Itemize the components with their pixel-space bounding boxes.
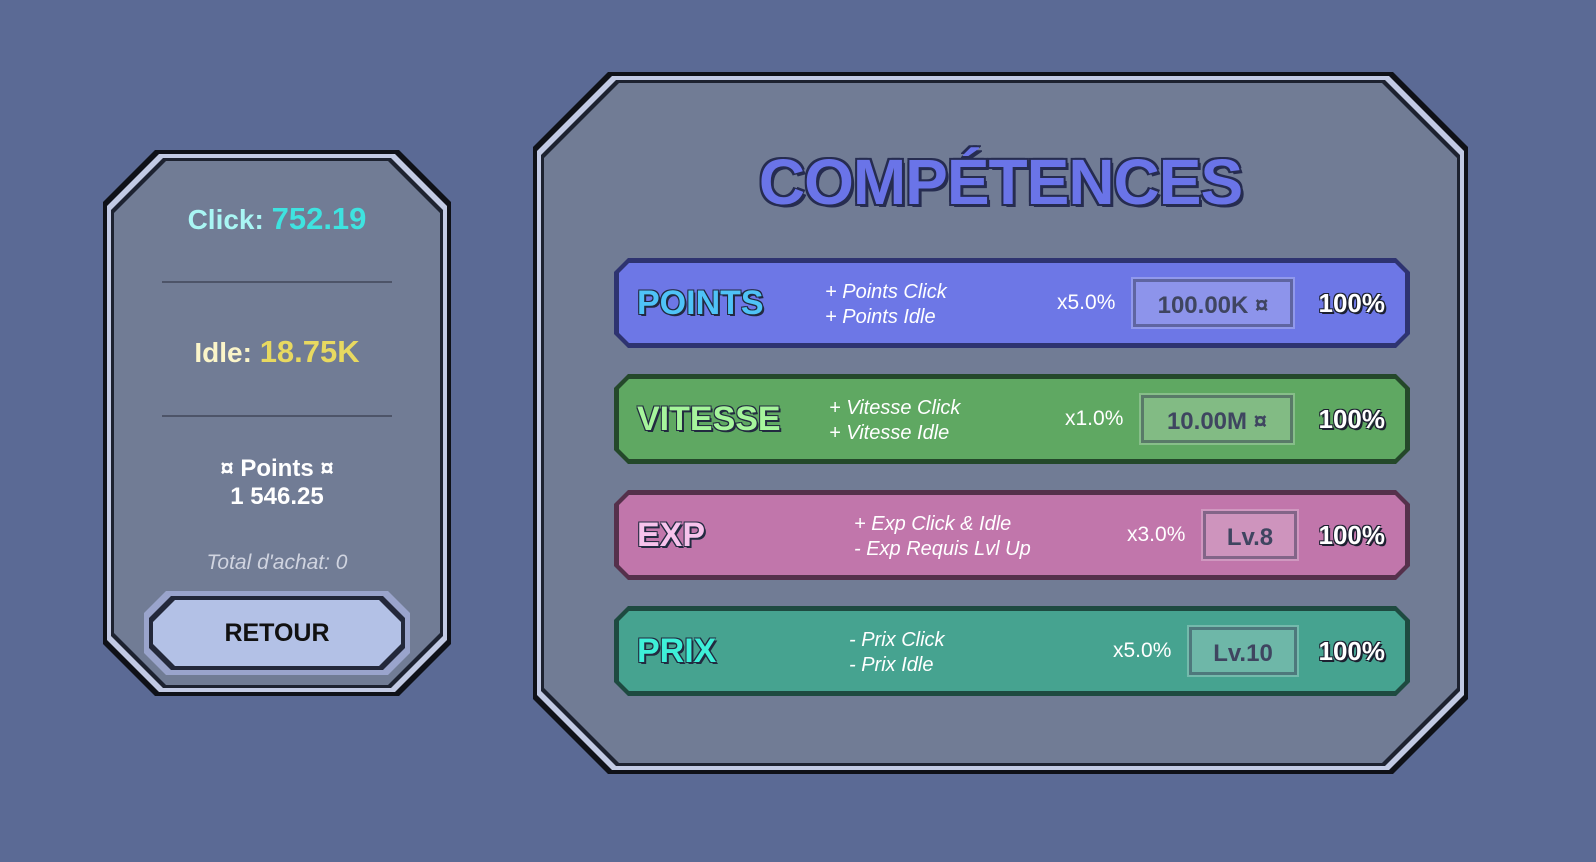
- skill-description: - Prix Click - Prix Idle: [849, 628, 945, 678]
- skill-multiplier: x3.0%: [1127, 523, 1186, 546]
- divider: [162, 415, 392, 417]
- back-button[interactable]: RETOUR: [144, 591, 410, 675]
- skill-multiplier: x5.0%: [1057, 291, 1116, 314]
- skill-multiplier: x1.0%: [1065, 407, 1124, 430]
- idle-value: 18.75K: [259, 334, 360, 369]
- points-value: 1 546.25: [230, 483, 324, 510]
- skill-name: PRIX: [637, 632, 717, 670]
- skill-percent: 100%: [1318, 520, 1385, 550]
- skill-cost-button[interactable]: Lv.8: [1203, 511, 1297, 559]
- skill-row-body: VITESSE + Vitesse Click + Vitesse Idle x1…: [619, 379, 1405, 459]
- skill-effect-2: + Vitesse Idle: [829, 422, 950, 444]
- skill-effect-1: - Prix Click: [849, 629, 945, 651]
- skill-percent: 100%: [1318, 404, 1385, 434]
- idle-stat: Idle: 18.75K: [114, 334, 440, 370]
- total-purchases: Total d'achat: 0: [206, 551, 348, 574]
- skill-effect-2: + Points Idle: [825, 306, 936, 328]
- skill-name: POINTS: [637, 284, 764, 322]
- skill-multiplier: x5.0%: [1113, 639, 1172, 662]
- divider: [162, 281, 392, 283]
- stats-panel: Click: 752.19 Idle: 18.75K ¤ Points ¤ 1 …: [103, 150, 451, 696]
- skill-description: + Vitesse Click + Vitesse Idle: [829, 396, 960, 446]
- click-stat: Click: 752.19: [114, 201, 440, 237]
- skill-effect-1: + Exp Click & Idle: [854, 513, 1012, 535]
- skill-row-body: POINTS + Points Click + Points Idle x5.0%…: [619, 263, 1405, 343]
- skill-cost-button[interactable]: 10.00M ¤: [1141, 395, 1293, 443]
- click-label: Click:: [187, 204, 264, 235]
- skill-percent: 100%: [1318, 288, 1385, 318]
- skill-cost-button[interactable]: 100.00K ¤: [1133, 279, 1293, 327]
- idle-label: Idle:: [194, 337, 252, 368]
- skill-effect-1: + Points Click: [825, 281, 947, 303]
- points-label: ¤ Points ¤: [220, 455, 334, 482]
- skill-description: + Points Click + Points Idle: [825, 280, 947, 330]
- skill-cost-button[interactable]: Lv.10: [1189, 627, 1297, 675]
- skill-row-prix[interactable]: PRIX - Prix Click - Prix Idle x5.0% Lv.10…: [614, 606, 1410, 696]
- back-button-label: RETOUR: [153, 600, 401, 666]
- skill-name: VITESSE: [637, 400, 781, 438]
- skill-row-exp[interactable]: EXP + Exp Click & Idle - Exp Requis Lvl U…: [614, 490, 1410, 580]
- click-value: 752.19: [271, 201, 367, 236]
- skill-row-body: PRIX - Prix Click - Prix Idle x5.0% Lv.10…: [619, 611, 1405, 691]
- skill-description: + Exp Click & Idle - Exp Requis Lvl Up: [854, 512, 1031, 562]
- skills-panel: COMPÉTENCES POINTS + Points Click + Point…: [533, 72, 1468, 774]
- page-title: COMPÉTENCES: [758, 146, 1243, 218]
- skill-row-vitesse[interactable]: VITESSE + Vitesse Click + Vitesse Idle x1…: [614, 374, 1410, 464]
- skill-row-points[interactable]: POINTS + Points Click + Points Idle x5.0%…: [614, 258, 1410, 348]
- skill-row-body: EXP + Exp Click & Idle - Exp Requis Lvl U…: [619, 495, 1405, 575]
- skill-effect-2: - Prix Idle: [849, 654, 934, 676]
- skill-effect-1: + Vitesse Click: [829, 397, 961, 419]
- skill-effect-2: - Exp Requis Lvl Up: [854, 538, 1031, 560]
- skill-name: EXP: [637, 516, 706, 554]
- skill-percent: 100%: [1318, 636, 1385, 666]
